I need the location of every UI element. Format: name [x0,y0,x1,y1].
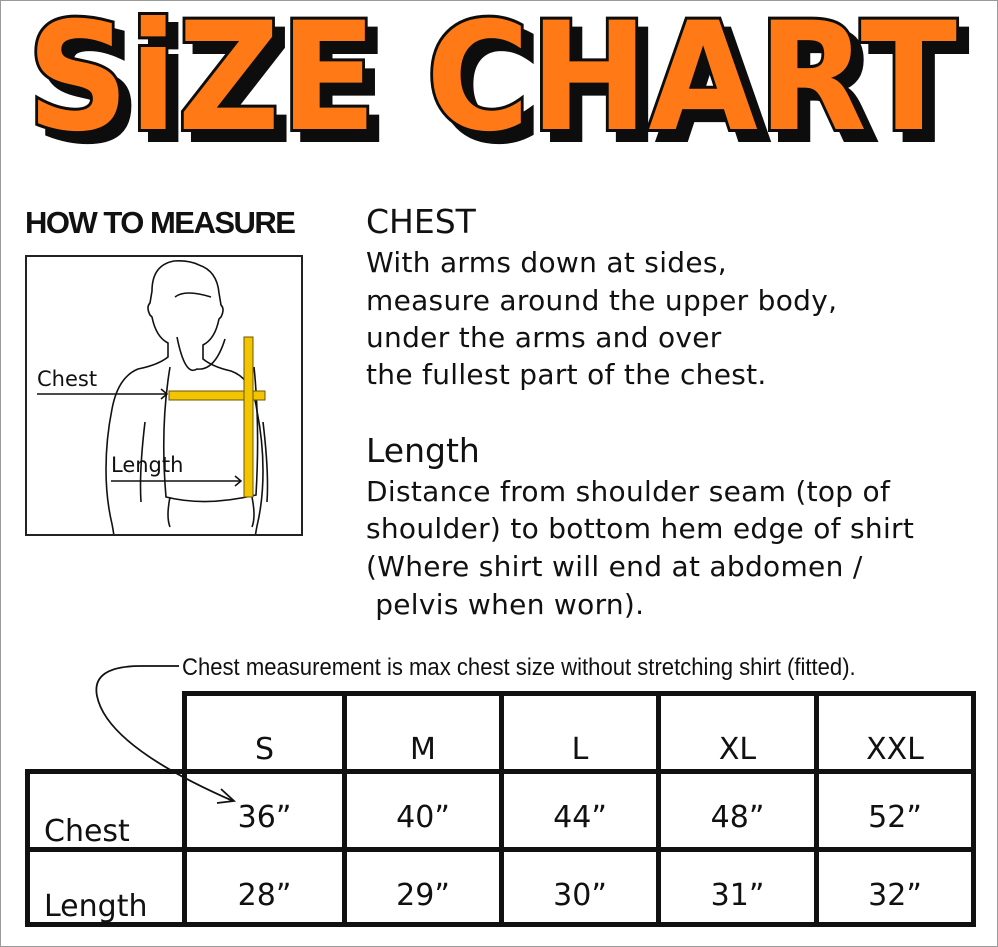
size-header-cell-text: M [410,732,436,767]
measurement-cell-text: 30” [553,878,607,913]
figure-label-chest: Chest [37,367,98,391]
row-label-cell-text: Length [44,889,148,924]
measurement-cell-text: 36” [237,800,292,835]
size-chart-title: SiZE CHART [24,0,960,168]
measurement-cell-text: 40” [396,800,450,835]
size-header-cell: M [342,691,504,774]
title-text: SiZE CHART [27,0,957,165]
size-header-cell-text: XL [718,732,757,767]
length-text-line: pelvis when worn). [366,588,645,621]
figure-label-length: Length [111,453,184,477]
measurement-cell-text: 29” [396,878,450,913]
measurement-cell: 28” [182,847,347,927]
size-header-cell: L [499,691,661,774]
measurement-cell: 40” [342,769,504,852]
measurement-cell: 32” [814,847,976,927]
measure-figure: Chest Length [25,255,303,557]
size-header-cell-text: L [571,732,589,767]
measurement-cell-text: 28” [237,878,292,913]
measurement-cell: 31” [656,847,819,927]
row-label-cell-text: Chest [44,814,130,849]
measurement-cell-text: 31” [710,878,765,913]
size-header-cell: XL [656,691,819,774]
measurement-cell: 52” [814,769,976,852]
size-header-cell: XXL [814,691,976,774]
row-label-cell: Length [25,847,187,927]
length-text-line: Distance from shoulder seam (top of [366,475,891,508]
size-header-cell-text: S [254,732,275,767]
length-heading: Length [366,431,480,470]
chest-note: Chest measurement is max chest size with… [182,654,856,681]
measurement-cell-text: 32” [868,878,922,913]
chest-text-line: the fullest part of the chest. [366,358,767,391]
chest-heading: CHEST [366,202,476,241]
body-outline-illustration [37,260,269,557]
measurement-cell: 29” [342,847,504,927]
chest-text-line: With arms down at sides, [366,246,727,279]
measurement-cell-text: 44” [553,800,607,835]
size-header-cell-text: XXL [866,732,924,767]
length-text-line: shoulder) to bottom hem edge of shirt [366,512,915,545]
chest-text-line: measure around the upper body, [366,284,838,317]
row-label-cell: Chest [25,769,187,852]
measurement-cell-text: 48” [710,800,765,835]
measurement-cell: 36” [182,769,347,852]
measurement-cell: 44” [499,769,661,852]
measurement-cell-text: 52” [868,800,922,835]
measurement-cell: 30” [499,847,661,927]
chest-text-line: under the arms and over [366,321,722,354]
measuring-tape-icon [168,336,266,498]
measurement-cell: 48” [656,769,819,852]
length-text-line: (Where shirt will end at abdomen / [366,550,863,583]
size-header-cell: S [182,691,347,774]
how-to-measure-heading: HOW TO MEASURE [25,205,296,240]
